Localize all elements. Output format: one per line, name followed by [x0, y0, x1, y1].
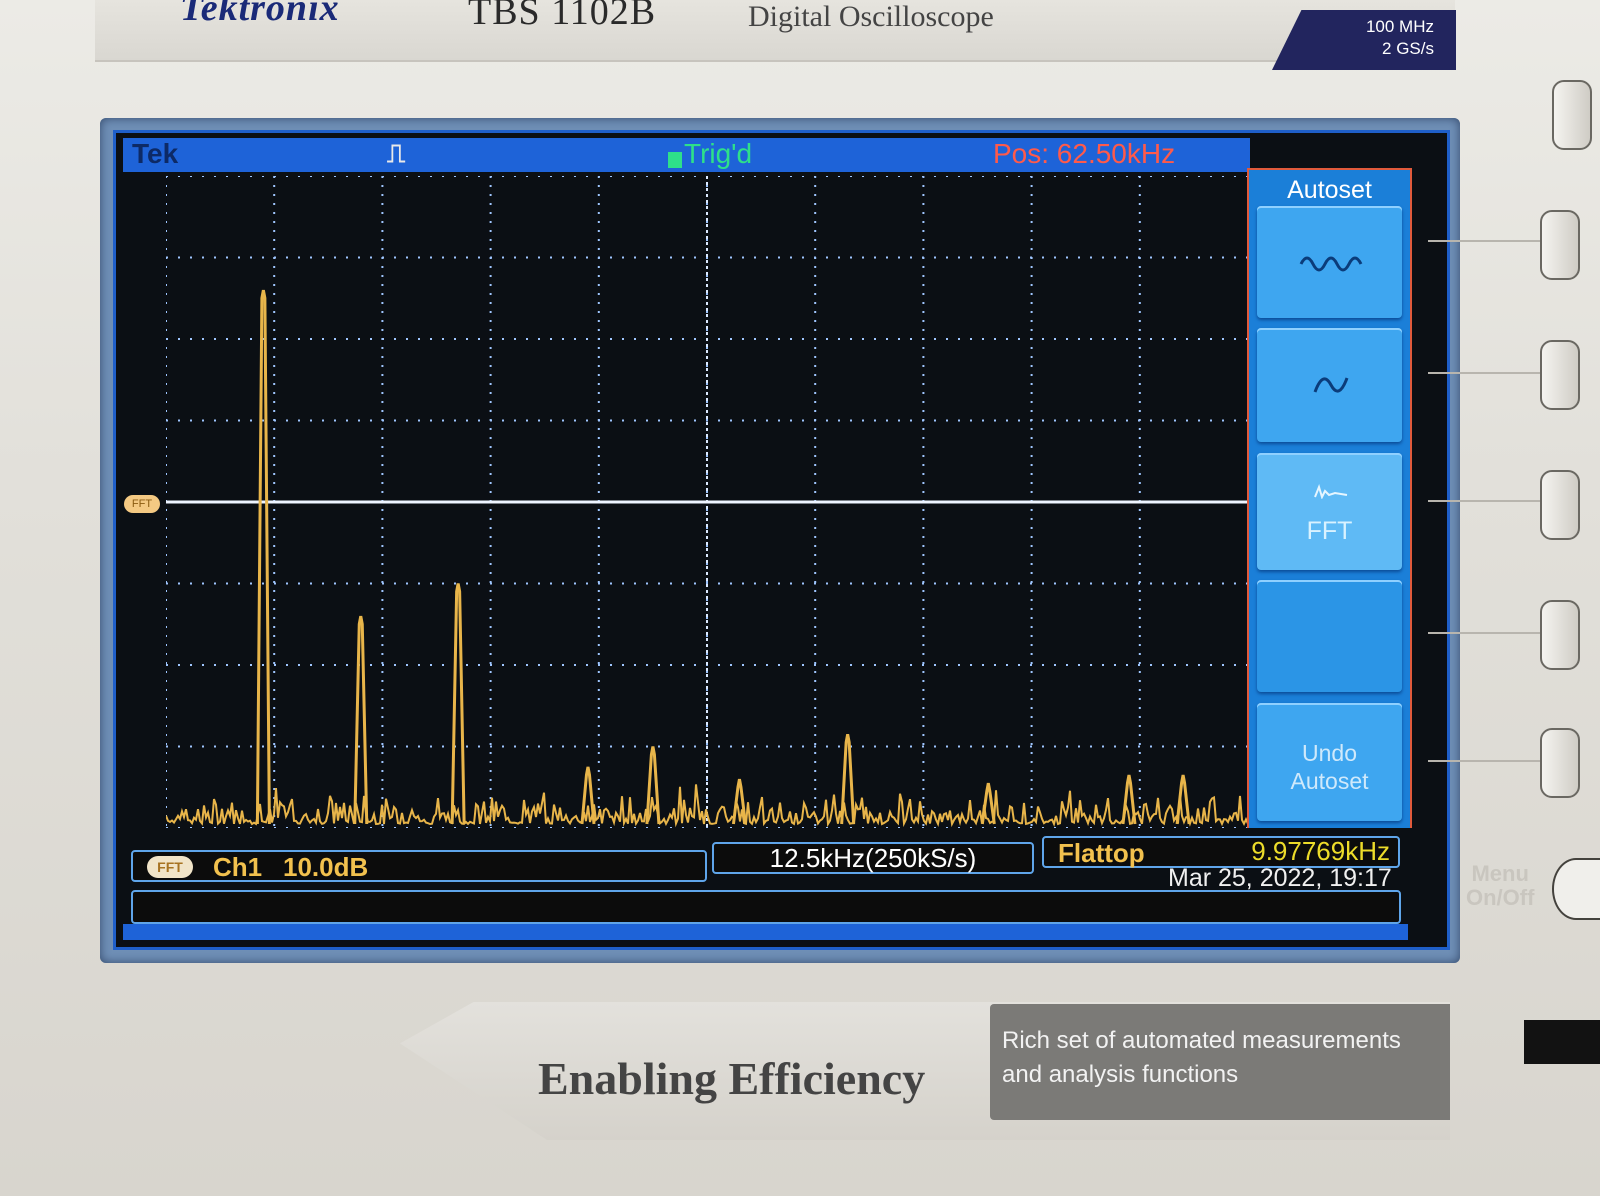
date-time: Mar 25, 2022, 19:17 [1168, 864, 1392, 892]
graticule [166, 176, 1248, 828]
side-button-3[interactable] [1540, 470, 1580, 540]
top-status-bar [123, 138, 1250, 172]
feature-text: Rich set of automated measurements and a… [1002, 1024, 1442, 1092]
spectral-peak [1175, 774, 1191, 825]
window-type: Flattop [1058, 838, 1145, 868]
spectral-peak [840, 733, 856, 825]
spectral-peak [731, 778, 747, 825]
sample-rate-spec: 2 GS/s [1382, 39, 1434, 58]
trigger-frequency: 9.97769kHz [1251, 836, 1390, 866]
brand-logo: Tektronix [180, 0, 340, 29]
trigger-indicator-icon [668, 152, 682, 168]
device-description: Digital Oscilloscope [748, 0, 994, 33]
spectral-peak [450, 583, 466, 825]
spectral-peak [645, 746, 661, 825]
menu-title: Autoset [1287, 176, 1372, 204]
tek-logo: Tek [132, 138, 179, 169]
menu-onoff-label: Menu On/Off [1466, 861, 1535, 910]
spectral-peak [580, 766, 596, 825]
feature-box [990, 1004, 1450, 1120]
autoset-fft-button[interactable]: FFT [1257, 453, 1402, 570]
spectral-peak [255, 289, 271, 825]
tagline: Enabling Efficiency [538, 1053, 926, 1104]
side-button-5[interactable] [1540, 728, 1580, 798]
undo-autoset-label: Undo Autoset [1290, 740, 1369, 794]
bandwidth-spec: 100 MHz [1365, 17, 1434, 36]
spec-badge: 100 MHz 2 GS/s [1272, 10, 1456, 70]
side-button-2[interactable] [1540, 340, 1580, 410]
fft-trace [166, 289, 1248, 828]
spectral-peak [353, 615, 369, 825]
undo-autoset-button[interactable]: Undo Autoset [1257, 703, 1402, 821]
trigger-status: Trig'd [684, 138, 753, 169]
trace-reference-marker: FFT [124, 495, 160, 513]
channel-readout: FFT Ch1 10.0dB [131, 850, 707, 882]
screen-bottom-strip [123, 924, 1408, 940]
single-cycle-wave-icon [1313, 377, 1349, 393]
span-readout: 12.5kHz(250kS/s) [712, 842, 1034, 874]
trigger-edge-icon: ⎍ [387, 138, 406, 168]
bezel-divider [1428, 760, 1540, 762]
side-button-4[interactable] [1540, 600, 1580, 670]
autoset-menu: Autoset FFT Undo Autoset [1247, 168, 1412, 828]
feature-line-2: and analysis functions [1002, 1061, 1239, 1088]
top-label-strip [95, 0, 1455, 62]
model-name: TBS 1102B [468, 0, 657, 33]
position-readout: Pos: 62.50kHz [993, 138, 1176, 169]
fft-button-label: FFT [1306, 517, 1353, 545]
vertical-scale: 10.0dB [283, 852, 369, 882]
fft-spectrum-icon [1314, 483, 1348, 499]
spectral-peak [980, 782, 996, 825]
autoset-multi-cycle-button[interactable] [1257, 206, 1402, 318]
channel-label: Ch1 [213, 852, 263, 882]
fft-mode-pill: FFT [147, 856, 193, 878]
bezel-divider [1428, 372, 1540, 374]
side-button-0[interactable] [1552, 80, 1592, 150]
usb-port [1524, 1020, 1600, 1064]
empty-menu-button[interactable] [1257, 580, 1402, 692]
message-bar [131, 890, 1401, 924]
menu-onoff-button[interactable] [1552, 858, 1600, 920]
bezel-divider [1428, 632, 1540, 634]
multi-cycle-wave-icon [1299, 256, 1363, 272]
spectral-peak [1121, 774, 1137, 825]
bezel-divider [1428, 500, 1540, 502]
fft-plot [166, 176, 1248, 828]
window-readout: Flattop 9.97769kHz [1042, 836, 1400, 868]
bezel-divider [1428, 240, 1540, 242]
noise-floor-trace [166, 784, 1248, 828]
feature-line-1: Rich set of automated measurements [1002, 1027, 1401, 1054]
autoset-single-cycle-button[interactable] [1257, 328, 1402, 442]
side-button-1[interactable] [1540, 210, 1580, 280]
